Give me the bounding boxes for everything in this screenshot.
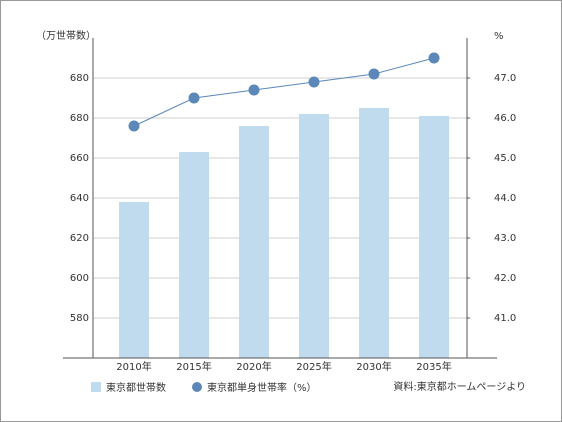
line-point [368, 68, 380, 80]
x-tick-label: 2035年 [416, 360, 451, 373]
legend-label: 東京都世帯数 [106, 381, 166, 394]
y2-tick-label: 43.0 [494, 233, 516, 244]
bar [359, 108, 389, 358]
line-point [128, 120, 140, 132]
line-point [248, 84, 260, 96]
line-point [308, 76, 320, 88]
line-point [428, 52, 440, 64]
x-tick-label: 2025年 [296, 360, 331, 373]
y2-tick-label: 47.0 [494, 73, 516, 84]
y2-tick-label: 42.0 [494, 273, 516, 284]
bar [239, 126, 269, 358]
y-tick-label: 680 [70, 73, 89, 84]
x-tick-label: 2010年 [116, 360, 151, 373]
bar [179, 152, 209, 358]
y2-tick-label: 41.0 [494, 313, 516, 324]
bar [119, 202, 149, 358]
x-tick-label: 2030年 [356, 360, 391, 373]
x-tick-label: 2015年 [176, 360, 211, 373]
y-axis-label: （万世帯数） [36, 29, 96, 42]
line [133, 57, 435, 127]
y-tick-label: 620 [70, 233, 89, 244]
y-tick-label: 640 [70, 193, 89, 204]
y2-axis-label: % [494, 31, 504, 42]
y-tick-label: 660 [70, 153, 89, 164]
y2-tick-label: 45.0 [494, 153, 516, 164]
y2-tick-label: 44.0 [494, 193, 516, 204]
y-tick-label: 580 [70, 313, 89, 324]
source-note: 資料:東京都ホームページより [393, 380, 526, 393]
bar [299, 114, 329, 358]
x-tick-label: 2020年 [236, 360, 271, 373]
legend-swatch [192, 382, 202, 392]
legend-swatch [91, 382, 101, 392]
y2-tick-label: 46.0 [494, 113, 516, 124]
line-point [188, 92, 200, 104]
bar [419, 116, 449, 358]
y-tick-label: 680 [70, 113, 89, 124]
legend-label: 東京都単身世帯率（%） [207, 381, 317, 394]
y-tick-label: 600 [70, 273, 89, 284]
